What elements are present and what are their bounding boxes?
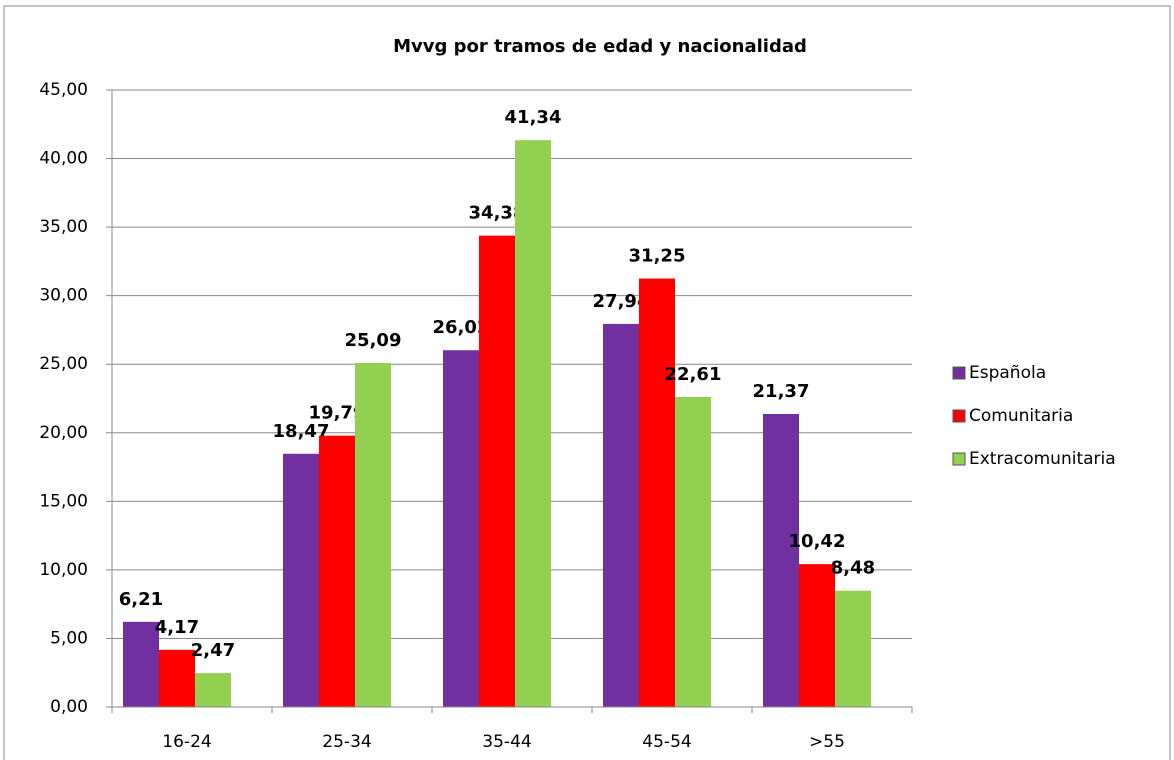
bar [799, 564, 835, 707]
bar [355, 362, 391, 707]
legend-label: Extracomunitaria [969, 449, 1116, 469]
value-label: 10,42 [789, 531, 846, 552]
value-label: 41,34 [505, 107, 562, 128]
bar [159, 649, 195, 707]
legend-swatch [952, 452, 966, 466]
x-tick-label: 16-24 [162, 732, 211, 752]
value-label: 19,79 [309, 403, 366, 424]
bar [835, 590, 871, 707]
x-tick-label: 35-44 [482, 732, 531, 752]
bar [515, 140, 551, 707]
x-tick-label: 25-34 [322, 732, 371, 752]
bar [319, 435, 355, 707]
value-label: 2,47 [191, 640, 235, 661]
bar [603, 323, 639, 707]
bar [675, 396, 711, 707]
y-tick-label: 40,00 [39, 149, 88, 169]
chart-frame [3, 5, 1171, 760]
y-tick-label: 25,00 [39, 354, 88, 374]
bar [443, 350, 479, 707]
legend-label: Comunitaria [969, 406, 1073, 426]
value-label: 34,38 [469, 203, 526, 224]
value-label: 22,61 [665, 364, 722, 385]
value-label: 31,25 [629, 246, 686, 267]
legend-swatch [952, 409, 966, 423]
x-tick-label: >55 [809, 732, 845, 752]
bar [195, 673, 231, 707]
y-tick-label: 30,00 [39, 286, 88, 306]
value-label: 6,21 [119, 589, 163, 610]
y-tick-label: 0,00 [50, 697, 88, 717]
value-label: 27,94 [593, 291, 650, 312]
value-label: 4,17 [155, 617, 199, 638]
legend-swatch [952, 366, 966, 380]
value-label: 25,09 [345, 330, 402, 351]
y-tick-label: 20,00 [39, 423, 88, 443]
y-tick-label: 35,00 [39, 217, 88, 237]
bar [479, 235, 515, 707]
legend-label: Española [969, 363, 1046, 383]
y-tick-label: 15,00 [39, 491, 88, 511]
y-tick-label: 10,00 [39, 560, 88, 580]
value-label: 26,02 [433, 317, 490, 338]
bar [639, 278, 675, 707]
value-label: 8,48 [831, 558, 875, 579]
x-tick-label: 45-54 [642, 732, 691, 752]
bar [123, 621, 159, 707]
value-label: 21,37 [753, 381, 810, 402]
y-tick-label: 45,00 [39, 80, 88, 100]
bar [283, 453, 319, 707]
bar [763, 413, 799, 707]
y-tick-label: 5,00 [50, 628, 88, 648]
value-label: 18,47 [273, 421, 330, 442]
chart-title: Mvvg por tramos de edad y nacionalidad [393, 36, 807, 57]
